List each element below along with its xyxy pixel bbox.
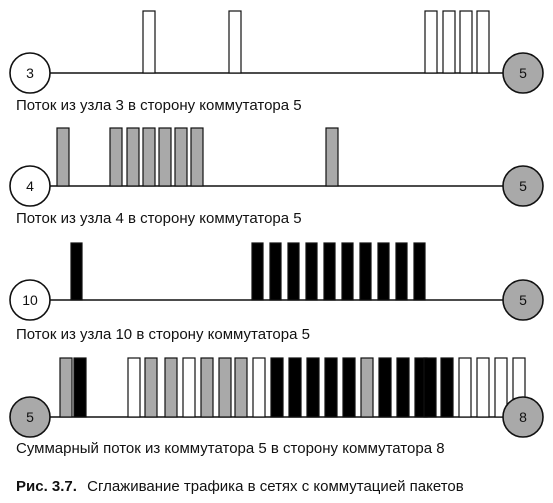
black-packet [324, 357, 338, 418]
black-packet [378, 357, 392, 418]
black-packet [395, 242, 408, 301]
black-packet [73, 357, 87, 418]
source-node-label: 4 [26, 178, 34, 194]
gray-packet [218, 357, 232, 418]
white-packet [476, 10, 490, 74]
source-node-label: 10 [22, 292, 38, 308]
figure-caption: Рис. 3.7. Сглаживание трафика в сетях с … [16, 478, 464, 495]
white-packet [459, 10, 473, 74]
black-packet [377, 242, 390, 301]
gray-packet [144, 357, 158, 418]
gray-packet [200, 357, 214, 418]
white-packet [127, 357, 141, 418]
stream-caption: Поток из узла 10 в сторону коммутатора 5 [16, 326, 310, 343]
black-packet [440, 357, 454, 418]
stream-caption: Поток из узла 3 в сторону коммутатора 5 [16, 97, 302, 114]
source-node [9, 52, 51, 94]
black-packet [359, 242, 372, 301]
source-node [9, 279, 51, 321]
black-packet [396, 357, 410, 418]
black-packet [287, 242, 300, 301]
target-node-label: 5 [519, 292, 527, 308]
white-packet [228, 10, 242, 74]
black-packet [251, 242, 264, 301]
gray-packet [56, 127, 70, 187]
streams-layer: 3 5 Поток из узла 3 в сторону коммутатора … [9, 10, 544, 457]
black-packet [413, 242, 426, 301]
white-packet [182, 357, 196, 418]
target-node [502, 396, 544, 438]
target-node [502, 279, 544, 321]
source-node [9, 396, 51, 438]
gray-packet [360, 357, 374, 418]
white-packet [476, 357, 490, 418]
stream-2: 4 5 Поток из узла 4 в сторону коммутатора … [9, 127, 544, 227]
stream-1: 3 5 Поток из узла 3 в сторону коммутатора … [9, 10, 544, 114]
gray-packet [234, 357, 248, 418]
black-packet [423, 357, 437, 418]
gray-packet [109, 127, 123, 187]
stream-caption: Суммарный поток из коммутатора 5 в сторо… [16, 440, 445, 457]
figure-caption-label: Рис. 3.7. [16, 478, 77, 495]
gray-packet [174, 127, 188, 187]
black-packet [269, 242, 282, 301]
white-packet [442, 10, 456, 74]
black-packet [306, 357, 320, 418]
white-packet [252, 357, 266, 418]
black-packet [305, 242, 318, 301]
white-packet [458, 357, 472, 418]
target-node-label: 8 [519, 409, 527, 425]
target-node [502, 52, 544, 94]
gray-packet [142, 127, 156, 187]
white-packet [424, 10, 438, 74]
stream-caption: Поток из узла 4 в сторону коммутатора 5 [16, 210, 302, 227]
stream-4: 5 8 Суммарный поток из коммутатора 5 в сто… [9, 357, 544, 457]
gray-packet [190, 127, 204, 187]
gray-packet [59, 357, 73, 418]
gray-packet [325, 127, 339, 187]
gray-packet [158, 127, 172, 187]
source-node-label: 5 [26, 409, 34, 425]
black-packet [342, 357, 356, 418]
source-node [9, 165, 51, 207]
gray-packet [164, 357, 178, 418]
figure-caption-text: Сглаживание трафика в сетях с коммутацие… [87, 478, 464, 495]
white-packet [142, 10, 156, 74]
black-packet [70, 242, 83, 301]
target-node-label: 5 [519, 65, 527, 81]
black-packet [323, 242, 336, 301]
target-node [502, 165, 544, 207]
black-packet [270, 357, 284, 418]
black-packet [341, 242, 354, 301]
black-packet [288, 357, 302, 418]
gray-packet [126, 127, 140, 187]
stream-3: 10 5 Поток из узла 10 в сторону коммутатор… [9, 242, 544, 343]
target-node-label: 5 [519, 178, 527, 194]
white-packet [494, 357, 508, 418]
source-node-label: 3 [26, 65, 34, 81]
